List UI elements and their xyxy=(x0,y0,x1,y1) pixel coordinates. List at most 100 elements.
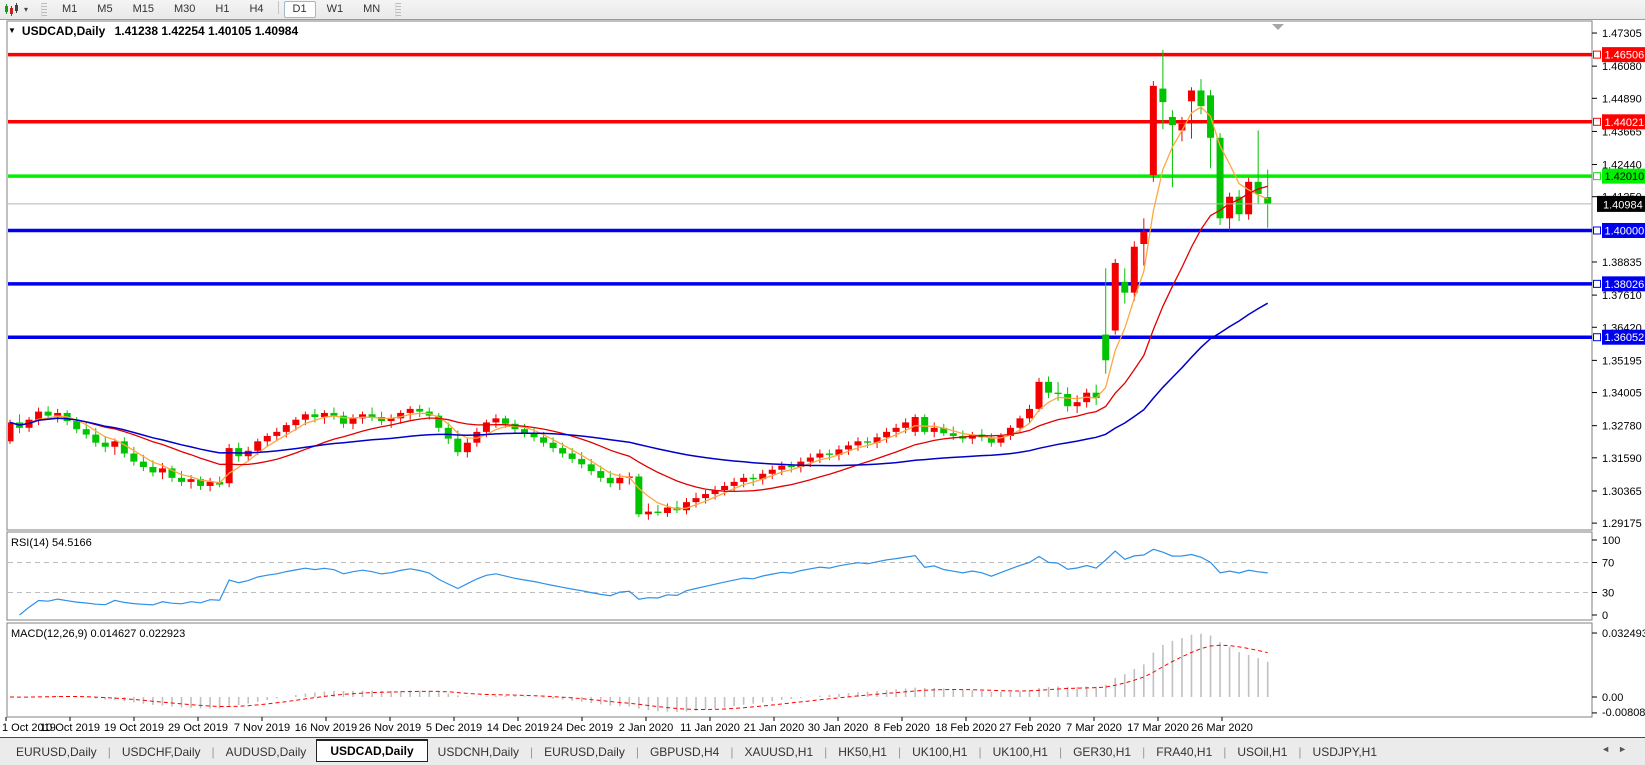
svg-text:1.42440: 1.42440 xyxy=(1602,160,1642,172)
ma-line-fast xyxy=(9,106,1268,510)
svg-text:1.34005: 1.34005 xyxy=(1602,388,1642,400)
chart-shift-marker-icon[interactable] xyxy=(1272,24,1284,30)
tab-usdcnh-daily-4[interactable]: USDCNH,Daily xyxy=(437,744,520,759)
tab-ger30-h1-11[interactable]: GER30,H1 xyxy=(1073,744,1132,759)
svg-text:1.40000: 1.40000 xyxy=(1605,225,1645,237)
svg-text:16 Nov 2019: 16 Nov 2019 xyxy=(295,722,357,734)
svg-text:1.43665: 1.43665 xyxy=(1602,126,1642,138)
svg-text:100: 100 xyxy=(1602,535,1620,547)
svg-text:26 Nov 2019: 26 Nov 2019 xyxy=(359,722,421,734)
ohlc-values: 1.41238 1.42254 1.40105 1.40984 xyxy=(111,24,299,38)
timeframe-button-d1[interactable]: D1 xyxy=(283,1,316,18)
timeframe-button-m30[interactable]: M30 xyxy=(173,3,196,15)
tab-eurusd-daily-0[interactable]: EURUSD,Daily xyxy=(16,744,97,759)
tab-separator: | xyxy=(530,744,534,759)
tab-gbpusd-h4-6[interactable]: GBPUSD,H4 xyxy=(649,744,720,759)
symbol-title: USDCAD,Daily xyxy=(21,24,106,38)
svg-text:14 Dec 2019: 14 Dec 2019 xyxy=(487,722,549,734)
toolbar-separator xyxy=(277,1,279,14)
line-handle xyxy=(1593,117,1601,126)
top-toolbar: ▾ M1 M5 M15 M30 H1 H4 D1 W1 MN xyxy=(0,0,1645,20)
svg-text:1.40984: 1.40984 xyxy=(1603,199,1643,211)
tab-scroll-right-icon[interactable]: ► xyxy=(1618,744,1635,754)
tab-separator: | xyxy=(1058,744,1063,759)
svg-text:1.35195: 1.35195 xyxy=(1602,355,1642,367)
svg-text:1.47305: 1.47305 xyxy=(1602,28,1642,40)
rsi-axis: 100 70 30 0 xyxy=(8,535,1620,622)
rsi-line xyxy=(19,548,1268,616)
svg-text:1.30365: 1.30365 xyxy=(1602,486,1642,498)
candlestick-series xyxy=(8,49,1272,520)
timeframe-button-w1[interactable]: W1 xyxy=(326,3,344,15)
tab-usdjpy-h1-14[interactable]: USDJPY,H1 xyxy=(1312,744,1378,759)
tab-eurusd-daily-5[interactable]: EURUSD,Daily xyxy=(544,744,625,759)
tab-separator: | xyxy=(1142,744,1146,759)
chart-tab-bar: EURUSD,Daily | USDCHF,Daily | AUDUSD,Daily US… xyxy=(0,737,1645,765)
timeframe-button-h4[interactable]: H4 xyxy=(249,3,264,15)
tab-hk50-h1-8[interactable]: HK50,H1 xyxy=(838,744,887,759)
svg-text:8 Feb 2020: 8 Feb 2020 xyxy=(874,722,930,734)
svg-text:2 Jan 2020: 2 Jan 2020 xyxy=(619,722,673,734)
svg-text:1.32780: 1.32780 xyxy=(1602,421,1642,433)
svg-text:26 Mar 2020: 26 Mar 2020 xyxy=(1191,722,1253,734)
svg-text:1.38835: 1.38835 xyxy=(1602,257,1642,269)
timeframe-button-m5[interactable]: M5 xyxy=(97,3,113,15)
svg-text:0.00: 0.00 xyxy=(1602,692,1623,704)
tab-uk100-h1-10[interactable]: UK100,H1 xyxy=(992,744,1048,759)
tab-separator: | xyxy=(211,744,215,759)
tab-fra40-h1-12[interactable]: FRA40,H1 xyxy=(1156,744,1213,759)
timeframe-button-mn[interactable]: MN xyxy=(363,3,381,15)
svg-text:7 Mar 2020: 7 Mar 2020 xyxy=(1066,722,1122,734)
svg-text:29 Oct 2019: 29 Oct 2019 xyxy=(168,722,228,734)
chart-type-button[interactable]: ▾ xyxy=(0,2,36,17)
tab-usoil-h1-13[interactable]: USOil,H1 xyxy=(1237,744,1288,759)
svg-text:24 Dec 2019: 24 Dec 2019 xyxy=(551,722,613,734)
svg-text:5 Dec 2019: 5 Dec 2019 xyxy=(426,722,482,734)
chevron-down-icon[interactable]: ▾ xyxy=(24,5,29,14)
svg-text:-0.008086: -0.008086 xyxy=(1602,707,1645,719)
svg-text:27 Feb 2020: 27 Feb 2020 xyxy=(999,722,1061,734)
svg-text:0: 0 xyxy=(1602,610,1608,622)
svg-text:1.44021: 1.44021 xyxy=(1605,117,1645,129)
rsi-indicator-label: RSI(14) 54.5166 xyxy=(11,537,92,549)
chart-ohlc-header: ▼ USDCAD,Daily 1.41238 1.42254 1.40105 1… xyxy=(8,24,298,38)
candlestick-chart-icon xyxy=(5,2,18,16)
svg-text:17 Mar 2020: 17 Mar 2020 xyxy=(1127,722,1189,734)
svg-text:1.46080: 1.46080 xyxy=(1602,61,1642,73)
moving-average-lines xyxy=(9,106,1269,510)
ma-line-slow xyxy=(9,302,1269,467)
macd-histogram xyxy=(18,633,1269,712)
svg-text:30 Jan 2020: 30 Jan 2020 xyxy=(808,722,869,734)
tab-usdcad-daily-3[interactable]: USDCAD,Daily xyxy=(316,738,428,762)
svg-text:1.46506: 1.46506 xyxy=(1605,50,1645,62)
svg-text:1.31590: 1.31590 xyxy=(1602,453,1642,465)
timeframe-button-m1[interactable]: M1 xyxy=(62,3,78,15)
svg-text:1.44890: 1.44890 xyxy=(1602,93,1642,105)
panel-frames xyxy=(0,19,1645,718)
macd-signal-line xyxy=(9,644,1268,710)
tab-scroll-left-icon[interactable]: ◄ xyxy=(1601,744,1619,754)
timeframe-button-h1[interactable]: H1 xyxy=(215,3,230,15)
symbol-dropdown-icon[interactable]: ▼ xyxy=(8,25,16,35)
svg-text:1 Oct 2019: 1 Oct 2019 xyxy=(2,722,56,734)
macd-axis: 0.032493 0.00 -0.008086 xyxy=(1592,628,1645,719)
tab-uk100-h1-9[interactable]: UK100,H1 xyxy=(912,744,968,759)
svg-text:1.38026: 1.38026 xyxy=(1605,279,1645,291)
svg-text:1.42010: 1.42010 xyxy=(1605,171,1645,183)
horizontal-level-lines[interactable] xyxy=(8,52,1592,339)
line-handle xyxy=(1593,226,1601,235)
timeframe-button-m15[interactable]: M15 xyxy=(132,3,154,15)
line-handle xyxy=(1593,172,1601,181)
tab-usdchf-daily-1[interactable]: USDCHF,Daily xyxy=(121,744,201,759)
svg-text:18 Feb 2020: 18 Feb 2020 xyxy=(935,722,997,734)
tab-audusd-daily-2[interactable]: AUDUSD,Daily xyxy=(225,744,307,759)
chart-area[interactable]: 1.47305 1.46080 1.44890 1.43665 1.42440 1.412… xyxy=(0,19,1645,737)
tab-separator: | xyxy=(1223,744,1227,759)
svg-text:10 Oct 2019: 10 Oct 2019 xyxy=(40,722,100,734)
chart-window[interactable]: ▼ USDCAD,Daily 1.41238 1.42254 1.40105 1… xyxy=(0,19,1645,737)
svg-text:1.29175: 1.29175 xyxy=(1602,518,1642,530)
tab-separator: | xyxy=(107,744,111,759)
tab-xauusd-h1-7[interactable]: XAUUSD,H1 xyxy=(744,744,814,759)
tab-separator: | xyxy=(1298,744,1302,759)
